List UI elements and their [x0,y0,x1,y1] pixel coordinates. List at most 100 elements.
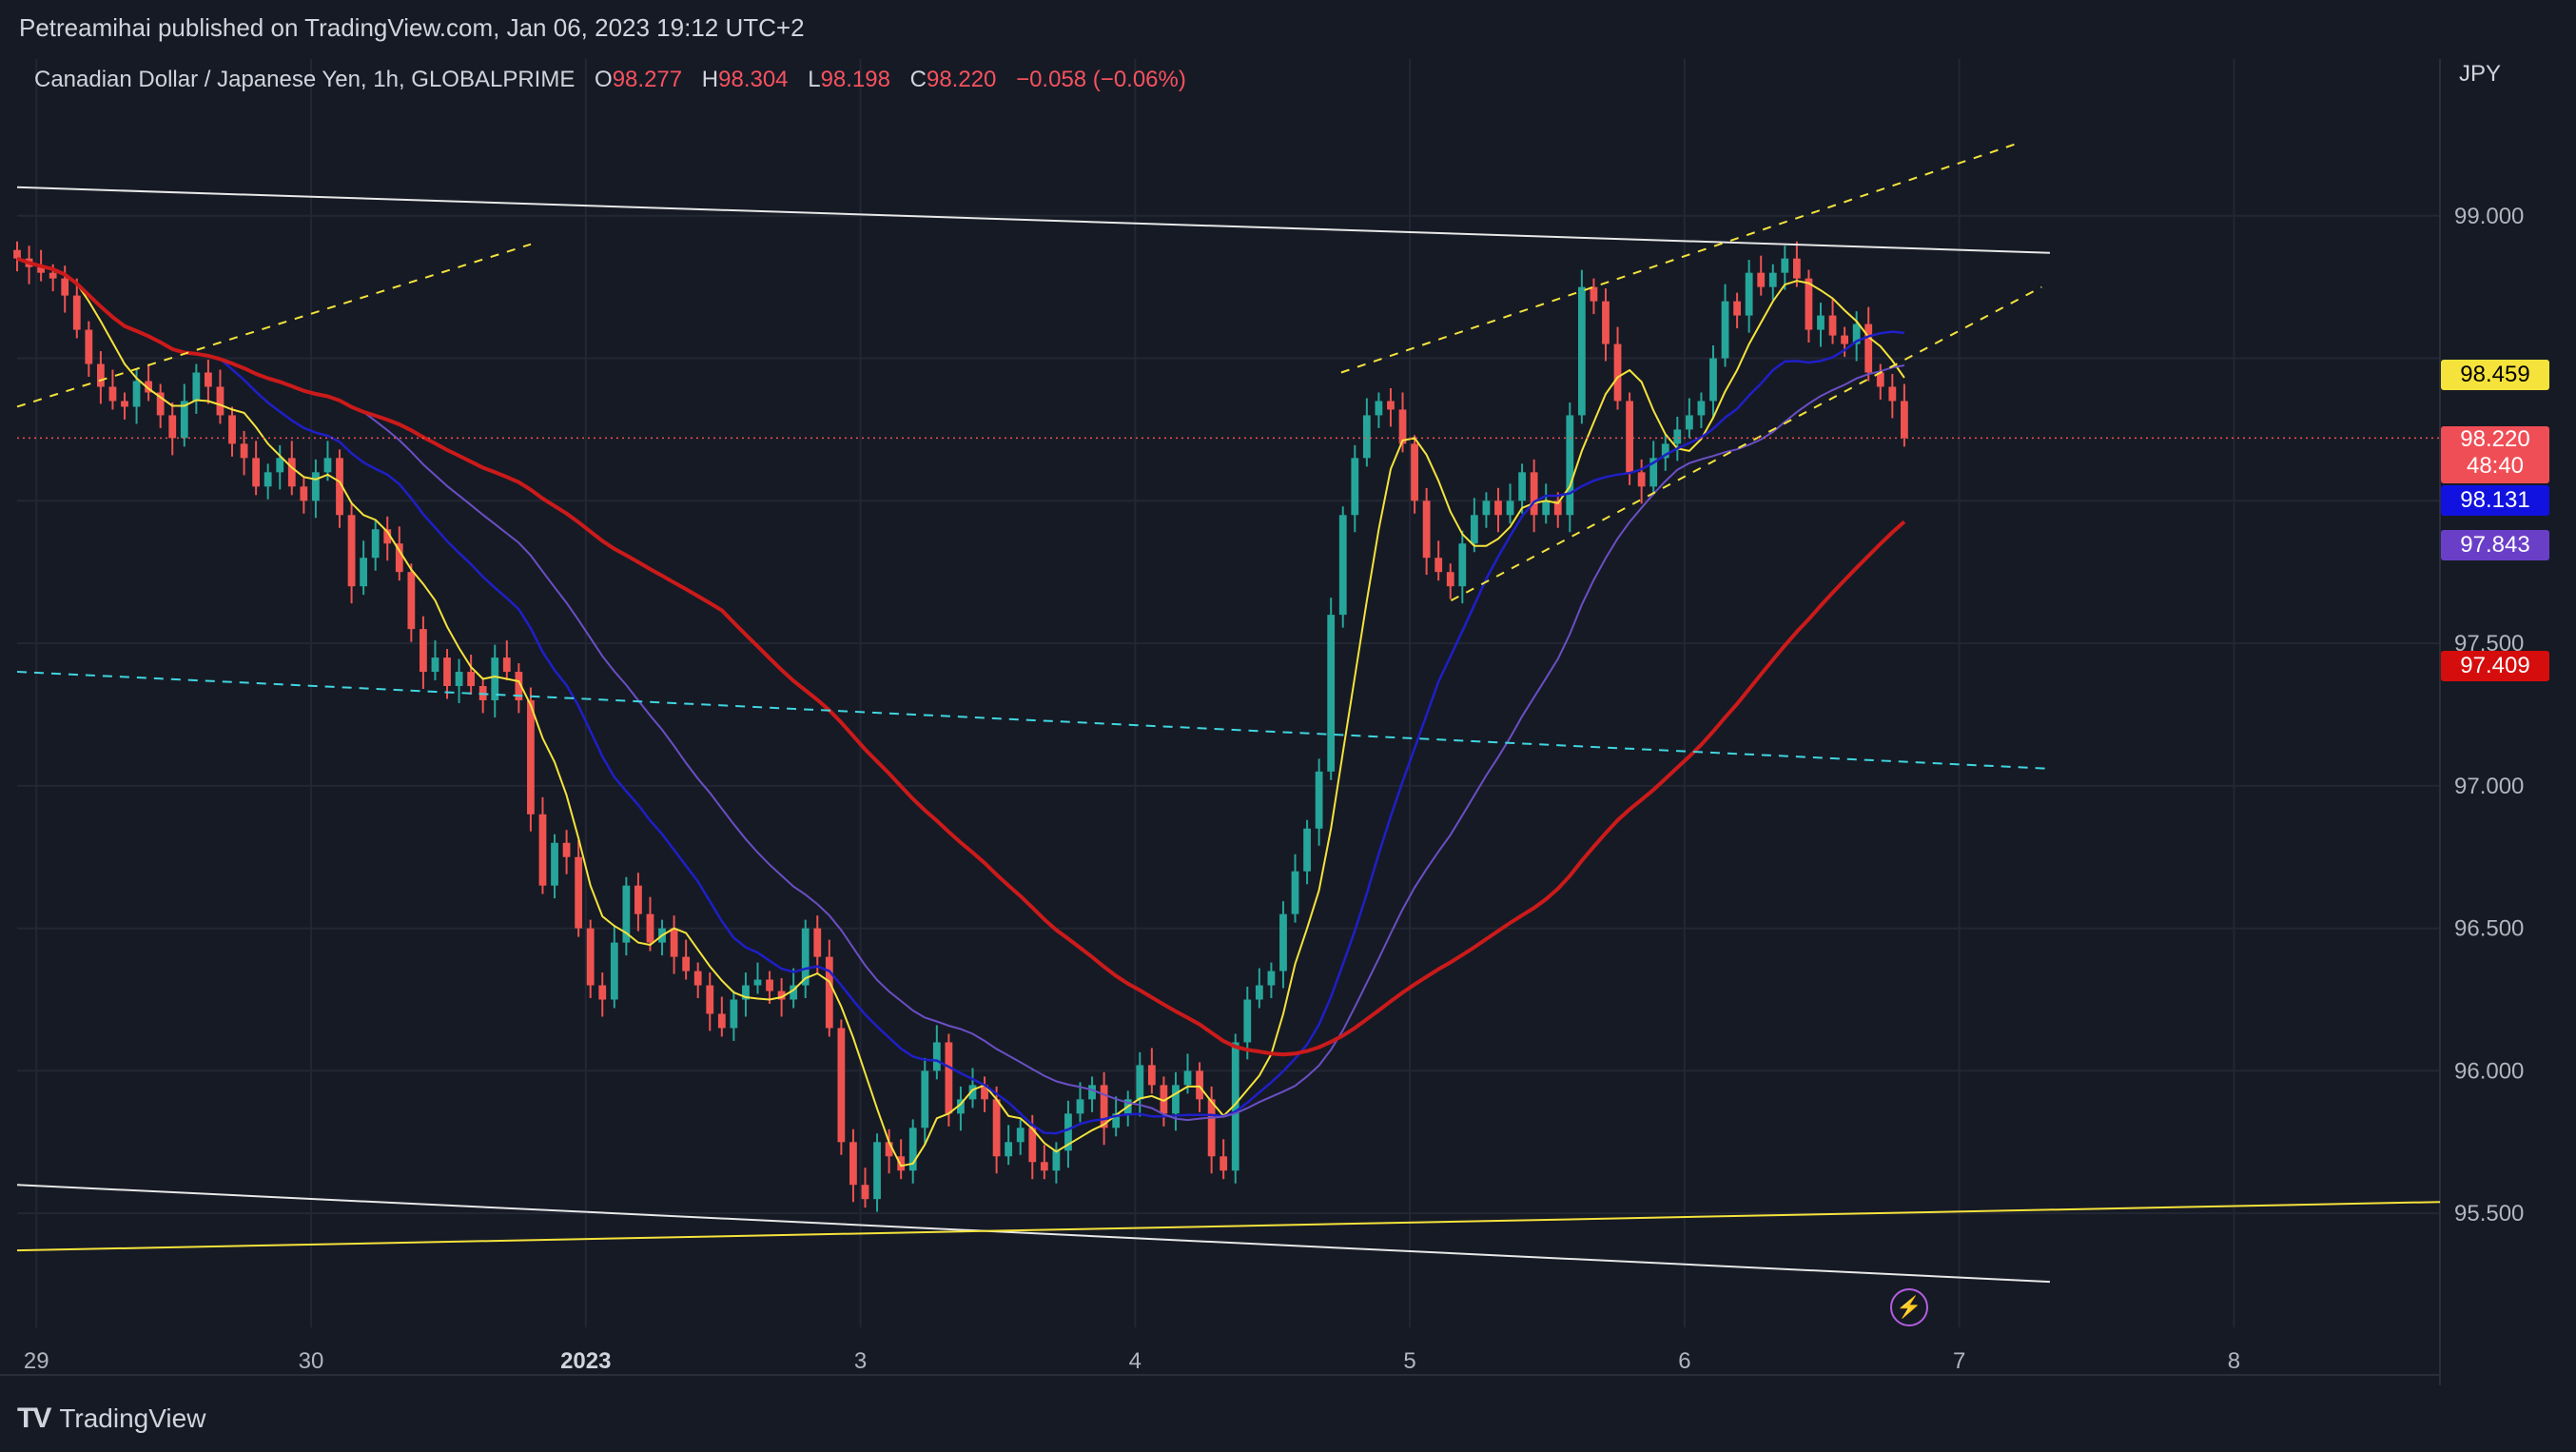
published-info: Petreamihai published on TradingView.com… [19,13,805,42]
candle-body [753,979,762,986]
time-tick-label: 2023 [560,1348,611,1374]
time-tick-label: 7 [1953,1348,1965,1374]
candle-body [1327,615,1336,772]
candle-body [1828,315,1837,336]
candle-body [861,1185,869,1200]
price-tick-label: 96.000 [2454,1058,2524,1084]
candle-body [873,1142,881,1200]
candle-body [790,985,798,1000]
candle-body [1673,429,1682,444]
candle-body [1709,358,1717,402]
candle-body [1661,443,1669,459]
candle-body [825,956,833,1029]
candle-body [1841,335,1848,344]
candle-body [837,1028,846,1143]
candle-body [1422,500,1431,559]
candle-body [1160,1085,1168,1114]
candle-body [383,529,392,544]
channel-lower-line [16,1184,2050,1284]
candle-body [1876,372,1884,387]
price-tick-label: 99.000 [2454,204,2524,229]
candle-body [968,1085,977,1100]
candle-body [777,991,786,1000]
candle-body [1900,401,1908,439]
candle-body [885,1142,893,1157]
tradingview-logo[interactable]: TV TradingView [17,1403,205,1435]
header-bar: Petreamihai published on TradingView.com… [0,0,2576,59]
candle-body [455,672,463,687]
candle-body [360,558,368,587]
candle-body [145,381,153,393]
candle-body [575,856,583,929]
time-tick-label: 4 [1129,1348,1142,1374]
candle-body [336,458,343,516]
lightning-icon[interactable]: ⚡ [1890,1288,1928,1326]
high-label: H [701,67,719,92]
candle-body [1303,828,1311,872]
candle-body [240,443,248,459]
high-value: 98.304 [718,67,789,92]
candle-body [1721,301,1729,359]
time-tick-label: 30 [299,1348,324,1374]
candle-body [1398,409,1407,444]
candle-body [1196,1070,1203,1100]
candle-body [312,472,320,501]
candle-body [1530,472,1538,516]
countdown: 48:40 [2466,453,2525,479]
candle-body [37,266,46,273]
candle-body [1792,258,1801,279]
candle-body [1697,401,1706,416]
candle-body [1243,999,1252,1043]
candle-body [1590,286,1598,302]
candle-body [813,928,822,957]
candle-body [682,956,691,971]
candle-body [1781,258,1789,273]
candle-body [121,401,128,407]
candle-body [1637,472,1646,487]
open-value: 98.277 [612,67,683,92]
candle-body [945,1042,953,1114]
candle-body [981,1085,988,1100]
candle-body [1577,286,1586,416]
candle-body [1052,1150,1061,1171]
candle-body [932,1042,941,1071]
candle-body [1147,1065,1156,1086]
ma-yellow-line [16,257,1905,1167]
candle-body [13,249,21,259]
candle-body [1279,913,1287,971]
candle-body [1028,1128,1037,1163]
candle-body [156,392,165,416]
change-value: −0.058 (−0.06%) [1016,67,1186,92]
candle-body [491,657,499,700]
candle-body [61,278,69,296]
candle-body [216,386,224,416]
candle-body [598,985,607,1000]
candle-body [1733,301,1741,316]
candle-body [1362,415,1371,459]
candle-body [1553,500,1562,516]
ma-purple-badge: 97.843 [2441,530,2549,560]
candle-body [527,699,535,814]
candle-body [562,842,571,857]
candle-body [1470,515,1478,544]
candle-body [1649,458,1658,487]
candle-body [1338,515,1347,616]
candle-body [1566,415,1574,516]
candle-body [1805,278,1813,330]
candle-body [706,985,714,1014]
ma-red-badge: 97.409 [2441,651,2549,681]
candle-body [742,985,750,1000]
candle-body [1040,1162,1048,1171]
candle-body [1411,443,1418,501]
candle-body [1016,1128,1025,1143]
ma-red-line [16,256,1906,1057]
candle-body [1387,401,1395,410]
price-badge-value: 98.220 [2460,426,2530,452]
candle-body [717,1013,726,1029]
candle-body [1064,1113,1072,1151]
candle-body [766,979,773,991]
candle-body [1757,272,1766,287]
symbol-name[interactable]: Canadian Dollar / Japanese Yen, 1h, GLOB… [34,67,576,92]
ma-blue-badge: 98.131 [2441,485,2549,516]
